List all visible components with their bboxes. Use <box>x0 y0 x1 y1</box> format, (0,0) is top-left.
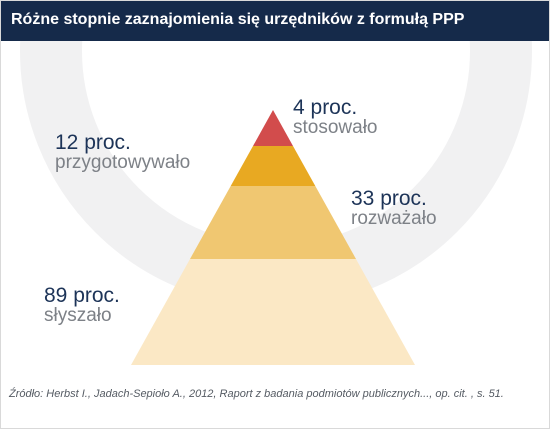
label-slyszalo: 89 proc. słyszało <box>44 285 120 325</box>
chart-title: Różne stopnie zaznajomienia się urzędnik… <box>11 11 465 28</box>
source-note: Źródło: Herbst I., Jadach-Sepioło A., 20… <box>9 388 504 400</box>
header-bar: Różne stopnie zaznajomienia się urzędnik… <box>1 1 549 41</box>
pyramid-level-przygotowywalo <box>230 146 316 186</box>
pyramid-level-slyszalo <box>131 259 415 365</box>
text-przygotowywalo: przygotowywało <box>55 152 191 173</box>
value-slyszalo: 89 proc. <box>44 284 120 307</box>
text-rozwazalo: rozważało <box>351 208 437 229</box>
text-stosowalo: stosowało <box>293 117 378 138</box>
value-przygotowywalo: 12 proc. <box>55 131 131 154</box>
label-rozwazalo: 33 proc. rozważało <box>351 188 437 228</box>
value-stosowalo: 4 proc. <box>293 96 358 119</box>
value-rozwazalo: 33 proc. <box>351 187 427 210</box>
label-przygotowywalo: 12 proc. przygotowywało <box>55 132 190 172</box>
pyramid-level-rozwazalo <box>190 186 356 259</box>
label-stosowalo: 4 proc. stosowało <box>293 97 378 137</box>
text-slyszalo: słyszało <box>44 305 112 326</box>
pyramid-level-stosowalo <box>253 110 293 146</box>
